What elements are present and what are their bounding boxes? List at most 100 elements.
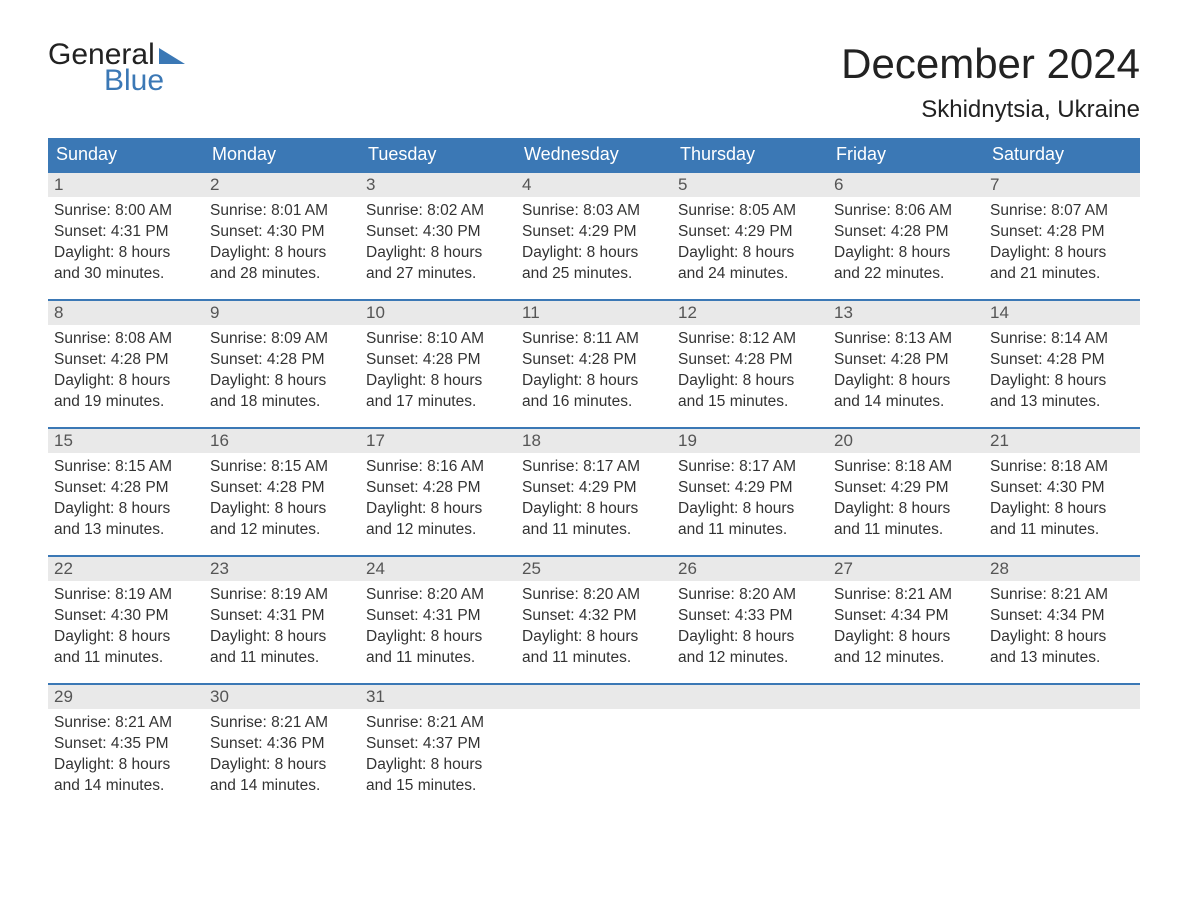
daylight-line2: and 11 minutes. — [522, 520, 666, 541]
day-details: Sunrise: 8:13 AMSunset: 4:28 PMDaylight:… — [828, 325, 984, 421]
sunset-text: Sunset: 4:29 PM — [678, 478, 822, 499]
location-label: Skhidnytsia, Ukraine — [841, 96, 1140, 124]
daylight-line1: Daylight: 8 hours — [678, 371, 822, 392]
sunset-text: Sunset: 4:32 PM — [522, 606, 666, 627]
day-details: Sunrise: 8:21 AMSunset: 4:34 PMDaylight:… — [984, 581, 1140, 677]
day-cell — [516, 684, 672, 812]
day-cell: 6Sunrise: 8:06 AMSunset: 4:28 PMDaylight… — [828, 172, 984, 300]
day-cell: 3Sunrise: 8:02 AMSunset: 4:30 PMDaylight… — [360, 172, 516, 300]
day-cell: 21Sunrise: 8:18 AMSunset: 4:30 PMDayligh… — [984, 428, 1140, 556]
day-details: Sunrise: 8:21 AMSunset: 4:34 PMDaylight:… — [828, 581, 984, 677]
sunrise-text: Sunrise: 8:14 AM — [990, 329, 1134, 350]
day-details: Sunrise: 8:02 AMSunset: 4:30 PMDaylight:… — [360, 197, 516, 293]
header: General Blue December 2024 Skhidnytsia, … — [48, 40, 1140, 124]
day-details: Sunrise: 8:21 AMSunset: 4:35 PMDaylight:… — [48, 709, 204, 805]
daylight-line2: and 11 minutes. — [678, 520, 822, 541]
day-cell: 11Sunrise: 8:11 AMSunset: 4:28 PMDayligh… — [516, 300, 672, 428]
sunrise-text: Sunrise: 8:19 AM — [54, 585, 198, 606]
day-details: Sunrise: 8:18 AMSunset: 4:29 PMDaylight:… — [828, 453, 984, 549]
logo: General Blue — [48, 40, 185, 96]
daylight-line1: Daylight: 8 hours — [210, 499, 354, 520]
day-number: 17 — [360, 429, 516, 453]
day-number: 30 — [204, 685, 360, 709]
day-cell: 24Sunrise: 8:20 AMSunset: 4:31 PMDayligh… — [360, 556, 516, 684]
sunset-text: Sunset: 4:28 PM — [210, 478, 354, 499]
daylight-line1: Daylight: 8 hours — [54, 371, 198, 392]
daylight-line2: and 13 minutes. — [990, 392, 1134, 413]
day-details: Sunrise: 8:15 AMSunset: 4:28 PMDaylight:… — [204, 453, 360, 549]
day-number: 24 — [360, 557, 516, 581]
daylight-line2: and 11 minutes. — [522, 648, 666, 669]
daylight-line2: and 11 minutes. — [366, 648, 510, 669]
sunset-text: Sunset: 4:34 PM — [990, 606, 1134, 627]
daylight-line2: and 15 minutes. — [366, 776, 510, 797]
daylight-line2: and 28 minutes. — [210, 264, 354, 285]
sunrise-text: Sunrise: 8:13 AM — [834, 329, 978, 350]
day-details: Sunrise: 8:15 AMSunset: 4:28 PMDaylight:… — [48, 453, 204, 549]
sunrise-text: Sunrise: 8:19 AM — [210, 585, 354, 606]
day-number: 7 — [984, 173, 1140, 197]
sunset-text: Sunset: 4:28 PM — [990, 222, 1134, 243]
day-details: Sunrise: 8:01 AMSunset: 4:30 PMDaylight:… — [204, 197, 360, 293]
daylight-line2: and 17 minutes. — [366, 392, 510, 413]
sunrise-text: Sunrise: 8:18 AM — [990, 457, 1134, 478]
sunset-text: Sunset: 4:28 PM — [366, 478, 510, 499]
daylight-line1: Daylight: 8 hours — [366, 499, 510, 520]
daylight-line1: Daylight: 8 hours — [522, 243, 666, 264]
sunset-text: Sunset: 4:28 PM — [834, 350, 978, 371]
daylight-line2: and 13 minutes. — [990, 648, 1134, 669]
day-cell: 4Sunrise: 8:03 AMSunset: 4:29 PMDaylight… — [516, 172, 672, 300]
day-details: Sunrise: 8:18 AMSunset: 4:30 PMDaylight:… — [984, 453, 1140, 549]
day-cell: 13Sunrise: 8:13 AMSunset: 4:28 PMDayligh… — [828, 300, 984, 428]
sunset-text: Sunset: 4:28 PM — [54, 350, 198, 371]
daylight-line1: Daylight: 8 hours — [834, 371, 978, 392]
daylight-line1: Daylight: 8 hours — [678, 627, 822, 648]
day-cell — [984, 684, 1140, 812]
sunset-text: Sunset: 4:35 PM — [54, 734, 198, 755]
day-details: Sunrise: 8:19 AMSunset: 4:30 PMDaylight:… — [48, 581, 204, 677]
sunrise-text: Sunrise: 8:05 AM — [678, 201, 822, 222]
day-cell: 23Sunrise: 8:19 AMSunset: 4:31 PMDayligh… — [204, 556, 360, 684]
daylight-line2: and 12 minutes. — [210, 520, 354, 541]
daylight-line1: Daylight: 8 hours — [54, 627, 198, 648]
daylight-line1: Daylight: 8 hours — [54, 755, 198, 776]
daylight-line1: Daylight: 8 hours — [990, 371, 1134, 392]
daylight-line2: and 18 minutes. — [210, 392, 354, 413]
day-cell: 19Sunrise: 8:17 AMSunset: 4:29 PMDayligh… — [672, 428, 828, 556]
day-cell: 2Sunrise: 8:01 AMSunset: 4:30 PMDaylight… — [204, 172, 360, 300]
day-cell: 14Sunrise: 8:14 AMSunset: 4:28 PMDayligh… — [984, 300, 1140, 428]
day-number: 14 — [984, 301, 1140, 325]
sunset-text: Sunset: 4:28 PM — [678, 350, 822, 371]
daylight-line1: Daylight: 8 hours — [210, 371, 354, 392]
sunrise-text: Sunrise: 8:09 AM — [210, 329, 354, 350]
day-number: 28 — [984, 557, 1140, 581]
sunrise-text: Sunrise: 8:08 AM — [54, 329, 198, 350]
day-number: 31 — [360, 685, 516, 709]
daylight-line2: and 12 minutes. — [366, 520, 510, 541]
sunset-text: Sunset: 4:37 PM — [366, 734, 510, 755]
dayname-thursday: Thursday — [672, 138, 828, 172]
daylight-line2: and 27 minutes. — [366, 264, 510, 285]
day-number: 11 — [516, 301, 672, 325]
daylight-line1: Daylight: 8 hours — [834, 243, 978, 264]
daylight-line2: and 22 minutes. — [834, 264, 978, 285]
week-row: 29Sunrise: 8:21 AMSunset: 4:35 PMDayligh… — [48, 684, 1140, 812]
day-details: Sunrise: 8:20 AMSunset: 4:32 PMDaylight:… — [516, 581, 672, 677]
daylight-line1: Daylight: 8 hours — [990, 627, 1134, 648]
day-details: Sunrise: 8:03 AMSunset: 4:29 PMDaylight:… — [516, 197, 672, 293]
daylight-line2: and 14 minutes. — [210, 776, 354, 797]
daylight-line2: and 30 minutes. — [54, 264, 198, 285]
sunrise-text: Sunrise: 8:17 AM — [678, 457, 822, 478]
day-details: Sunrise: 8:05 AMSunset: 4:29 PMDaylight:… — [672, 197, 828, 293]
day-cell — [828, 684, 984, 812]
sunrise-text: Sunrise: 8:10 AM — [366, 329, 510, 350]
day-number: 21 — [984, 429, 1140, 453]
day-cell: 7Sunrise: 8:07 AMSunset: 4:28 PMDaylight… — [984, 172, 1140, 300]
daylight-line1: Daylight: 8 hours — [366, 755, 510, 776]
day-number: 6 — [828, 173, 984, 197]
day-details: Sunrise: 8:00 AMSunset: 4:31 PMDaylight:… — [48, 197, 204, 293]
daylight-line2: and 11 minutes. — [990, 520, 1134, 541]
sunset-text: Sunset: 4:30 PM — [54, 606, 198, 627]
day-number: 3 — [360, 173, 516, 197]
sunrise-text: Sunrise: 8:03 AM — [522, 201, 666, 222]
